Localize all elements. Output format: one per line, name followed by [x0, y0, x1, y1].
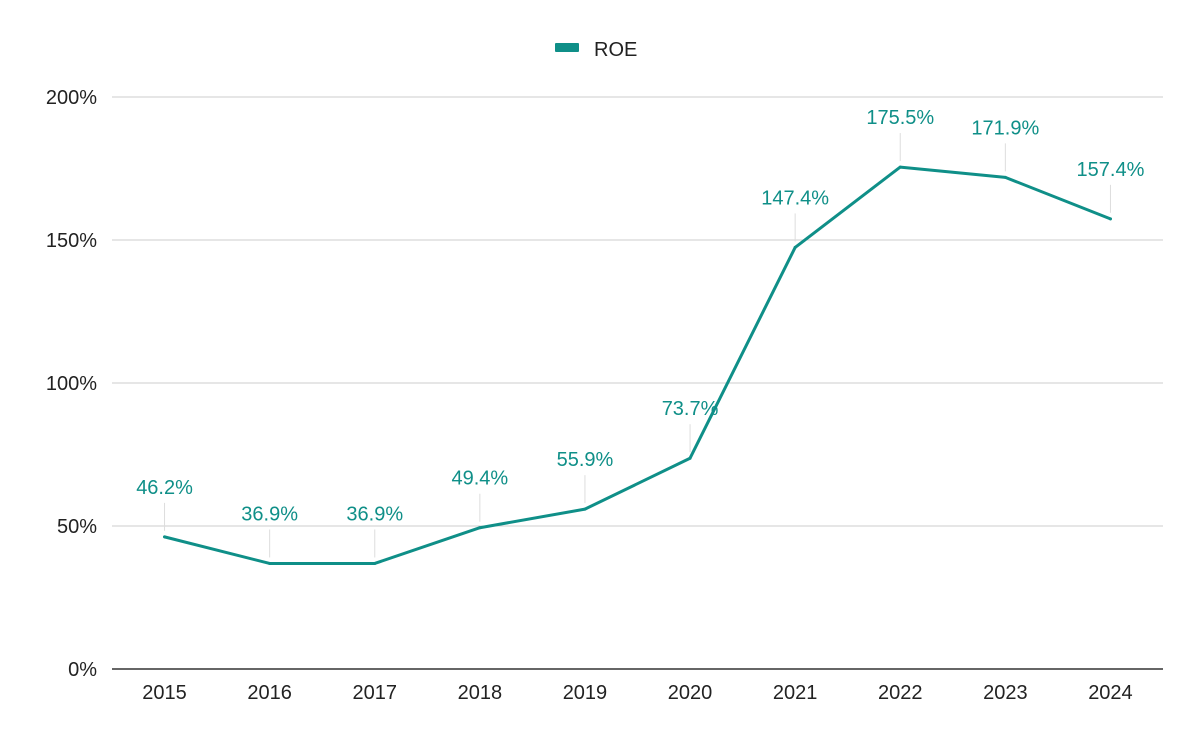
data-point: [1108, 217, 1112, 221]
data-point: [793, 245, 797, 249]
y-tick-label: 100%: [46, 373, 97, 395]
data-point: [583, 507, 587, 511]
x-tick-label: 2020: [668, 682, 713, 704]
series-line-roe: [163, 165, 1112, 565]
data-label: 157.4%: [1077, 159, 1145, 181]
data-label: 171.9%: [971, 117, 1039, 139]
x-tick-label: 2024: [1088, 682, 1133, 704]
data-label: 147.4%: [761, 187, 829, 209]
legend-label-roe: ROE: [594, 39, 637, 61]
x-tick-label: 2021: [773, 682, 818, 704]
y-tick-label: 0%: [68, 659, 97, 681]
x-tick-label: 2018: [458, 682, 503, 704]
data-label: 175.5%: [866, 107, 934, 129]
data-point: [373, 561, 377, 565]
x-tick-label: 2015: [142, 682, 187, 704]
data-label: 55.9%: [557, 449, 614, 471]
y-tick-label: 150%: [46, 230, 97, 252]
data-point: [268, 561, 272, 565]
label-leader-lines: [164, 133, 1111, 558]
series-roe: [163, 165, 1112, 565]
data-label: 36.9%: [346, 503, 403, 525]
data-labels: 46.2% 36.9% 36.9% 49.4% 55.9% 73.7% 147.4% 175.…: [136, 107, 1144, 525]
data-point: [1003, 175, 1007, 179]
y-tick-label: 200%: [46, 87, 97, 109]
y-tick-label: 50%: [57, 516, 97, 538]
data-label: 49.4%: [451, 468, 508, 490]
data-point: [898, 165, 902, 169]
y-axis-tick-labels: 0% 50% 100% 150% 200%: [46, 87, 97, 681]
data-point: [688, 456, 692, 460]
legend: ROE: [555, 39, 637, 61]
data-label: 46.2%: [136, 477, 193, 499]
x-tick-label: 2019: [563, 682, 608, 704]
data-point: [163, 535, 167, 539]
legend-swatch-roe: [555, 43, 579, 52]
x-tick-label: 2022: [878, 682, 923, 704]
x-tick-label: 2016: [247, 682, 292, 704]
data-point: [478, 526, 482, 530]
data-label: 73.7%: [662, 398, 719, 420]
data-label: 36.9%: [241, 503, 298, 525]
x-tick-label: 2017: [353, 682, 398, 704]
x-tick-label: 2023: [983, 682, 1028, 704]
x-axis-tick-labels: 2015 2016 2017 2018 2019 2020 2021 2022 2023 2024: [142, 682, 1132, 704]
gridlines: [112, 96, 1163, 670]
